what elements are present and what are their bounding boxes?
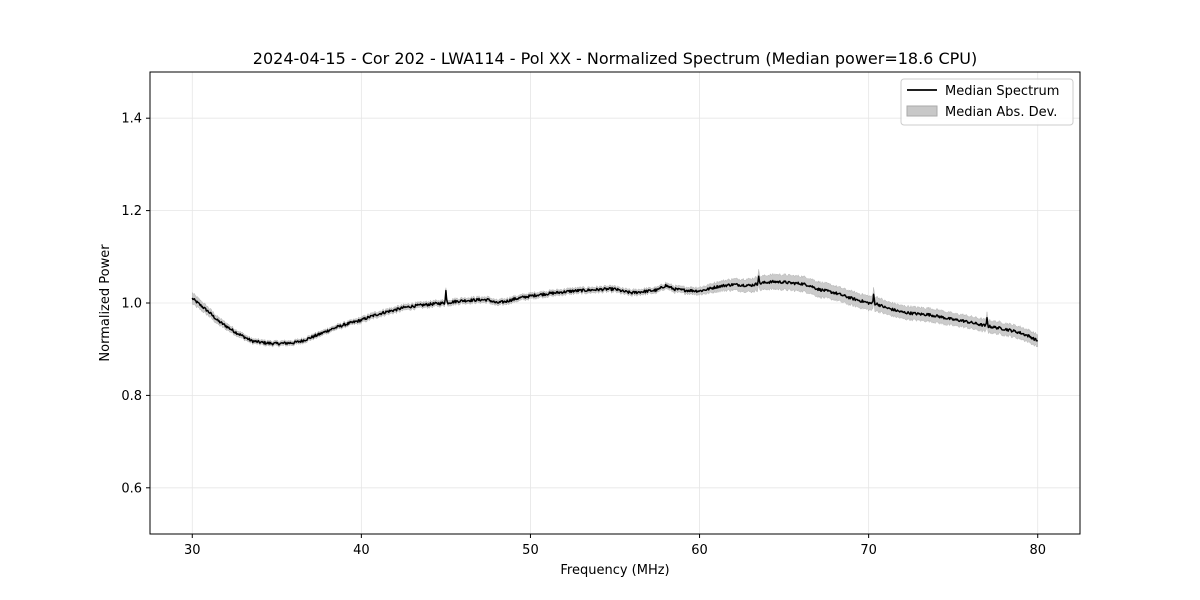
mad-band-layer bbox=[192, 269, 1038, 348]
median-line-layer bbox=[191, 275, 1038, 346]
legend-label-mad: Median Abs. Dev. bbox=[945, 105, 1057, 120]
y-tick-label: 0.6 bbox=[121, 481, 142, 496]
y-tick-label: 1.2 bbox=[121, 204, 142, 219]
x-tick-label: 80 bbox=[1029, 543, 1046, 558]
y-tick-label: 1.0 bbox=[121, 297, 142, 312]
x-tick-label: 30 bbox=[184, 543, 201, 558]
y-tick-label: 1.4 bbox=[121, 112, 142, 127]
y-tick-label: 0.8 bbox=[121, 389, 142, 404]
legend-label-median: Median Spectrum bbox=[945, 84, 1059, 99]
mad-band bbox=[192, 269, 1038, 348]
y-axis-label: Normalized Power bbox=[98, 244, 113, 362]
x-tick-label: 60 bbox=[691, 543, 708, 558]
x-axis-label: Frequency (MHz) bbox=[560, 563, 669, 578]
x-tick-label: 70 bbox=[860, 543, 877, 558]
legend-box bbox=[900, 78, 1074, 126]
median-spectrum-line bbox=[191, 275, 1038, 346]
legend-band-swatch bbox=[906, 105, 938, 117]
chart-title: 2024-04-15 - Cor 202 - LWA114 - Pol XX -… bbox=[253, 49, 977, 68]
x-axis-ticks: 30 40 50 60 70 80 bbox=[184, 534, 1046, 558]
legend: Median Spectrum Median Abs. Dev. bbox=[900, 78, 1074, 126]
x-tick-label: 40 bbox=[353, 543, 370, 558]
x-tick-label: 50 bbox=[522, 543, 539, 558]
y-axis-ticks: 0.6 0.8 1.0 1.2 1.4 bbox=[121, 112, 150, 496]
